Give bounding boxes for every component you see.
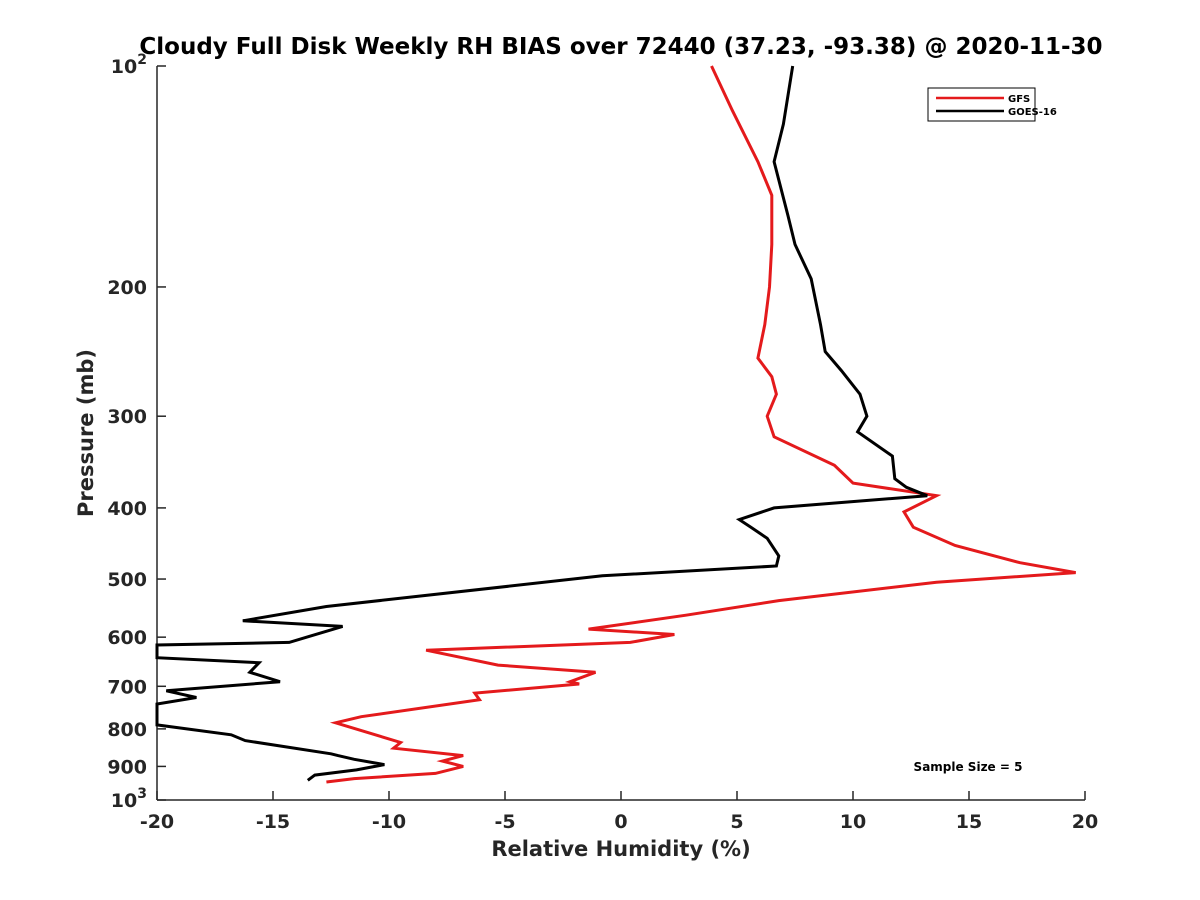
x-tick-label: -15 <box>256 811 290 833</box>
y-axis-label: Pressure (mb) <box>74 349 98 517</box>
x-tick-label: 15 <box>956 811 982 833</box>
x-axis-ticks: -20 -15 -10 -5 0 5 10 15 20 <box>140 791 1098 833</box>
plot-area: -20 -15 -10 -5 0 5 10 15 20 102 200 300 400 500 600 70… <box>107 52 1098 833</box>
y-tick-label: 400 <box>107 498 147 520</box>
x-tick-label: 20 <box>1072 811 1098 833</box>
chart-title: Cloudy Full Disk Weekly RH BIAS over 724… <box>139 34 1102 60</box>
x-tick-label: 10 <box>840 811 866 833</box>
x-axis-label: Relative Humidity (%) <box>491 837 750 861</box>
y-tick-label: 103 <box>111 786 147 812</box>
y-tick-label: 800 <box>107 719 147 741</box>
series-line-gfs <box>326 65 1076 784</box>
x-tick-label: -20 <box>140 811 174 833</box>
y-tick-label: 300 <box>107 406 147 428</box>
x-tick-label: -10 <box>372 811 406 833</box>
sample-size-annotation: Sample Size = 5 <box>914 760 1023 774</box>
legend: GFS GOES-16 <box>927 87 1057 122</box>
x-tick-label: 0 <box>614 811 627 833</box>
y-axis-ticks: 102 200 300 400 500 600 700 800 900 103 <box>107 52 166 812</box>
x-tick-label: -5 <box>494 811 515 833</box>
y-tick-label: 102 <box>111 52 147 78</box>
y-tick-label: 200 <box>107 277 147 299</box>
y-tick-label: 700 <box>107 676 147 698</box>
series-line-goes-16 <box>155 65 928 782</box>
legend-box <box>927 87 1036 122</box>
y-tick-label: 500 <box>107 569 147 591</box>
legend-label: GOES-16 <box>1008 107 1057 118</box>
legend-label: GFS <box>1008 94 1030 105</box>
series-lines <box>155 65 1076 784</box>
y-tick-label: 600 <box>107 627 147 649</box>
y-tick-label: 900 <box>107 756 147 778</box>
x-tick-label: 5 <box>730 811 743 833</box>
